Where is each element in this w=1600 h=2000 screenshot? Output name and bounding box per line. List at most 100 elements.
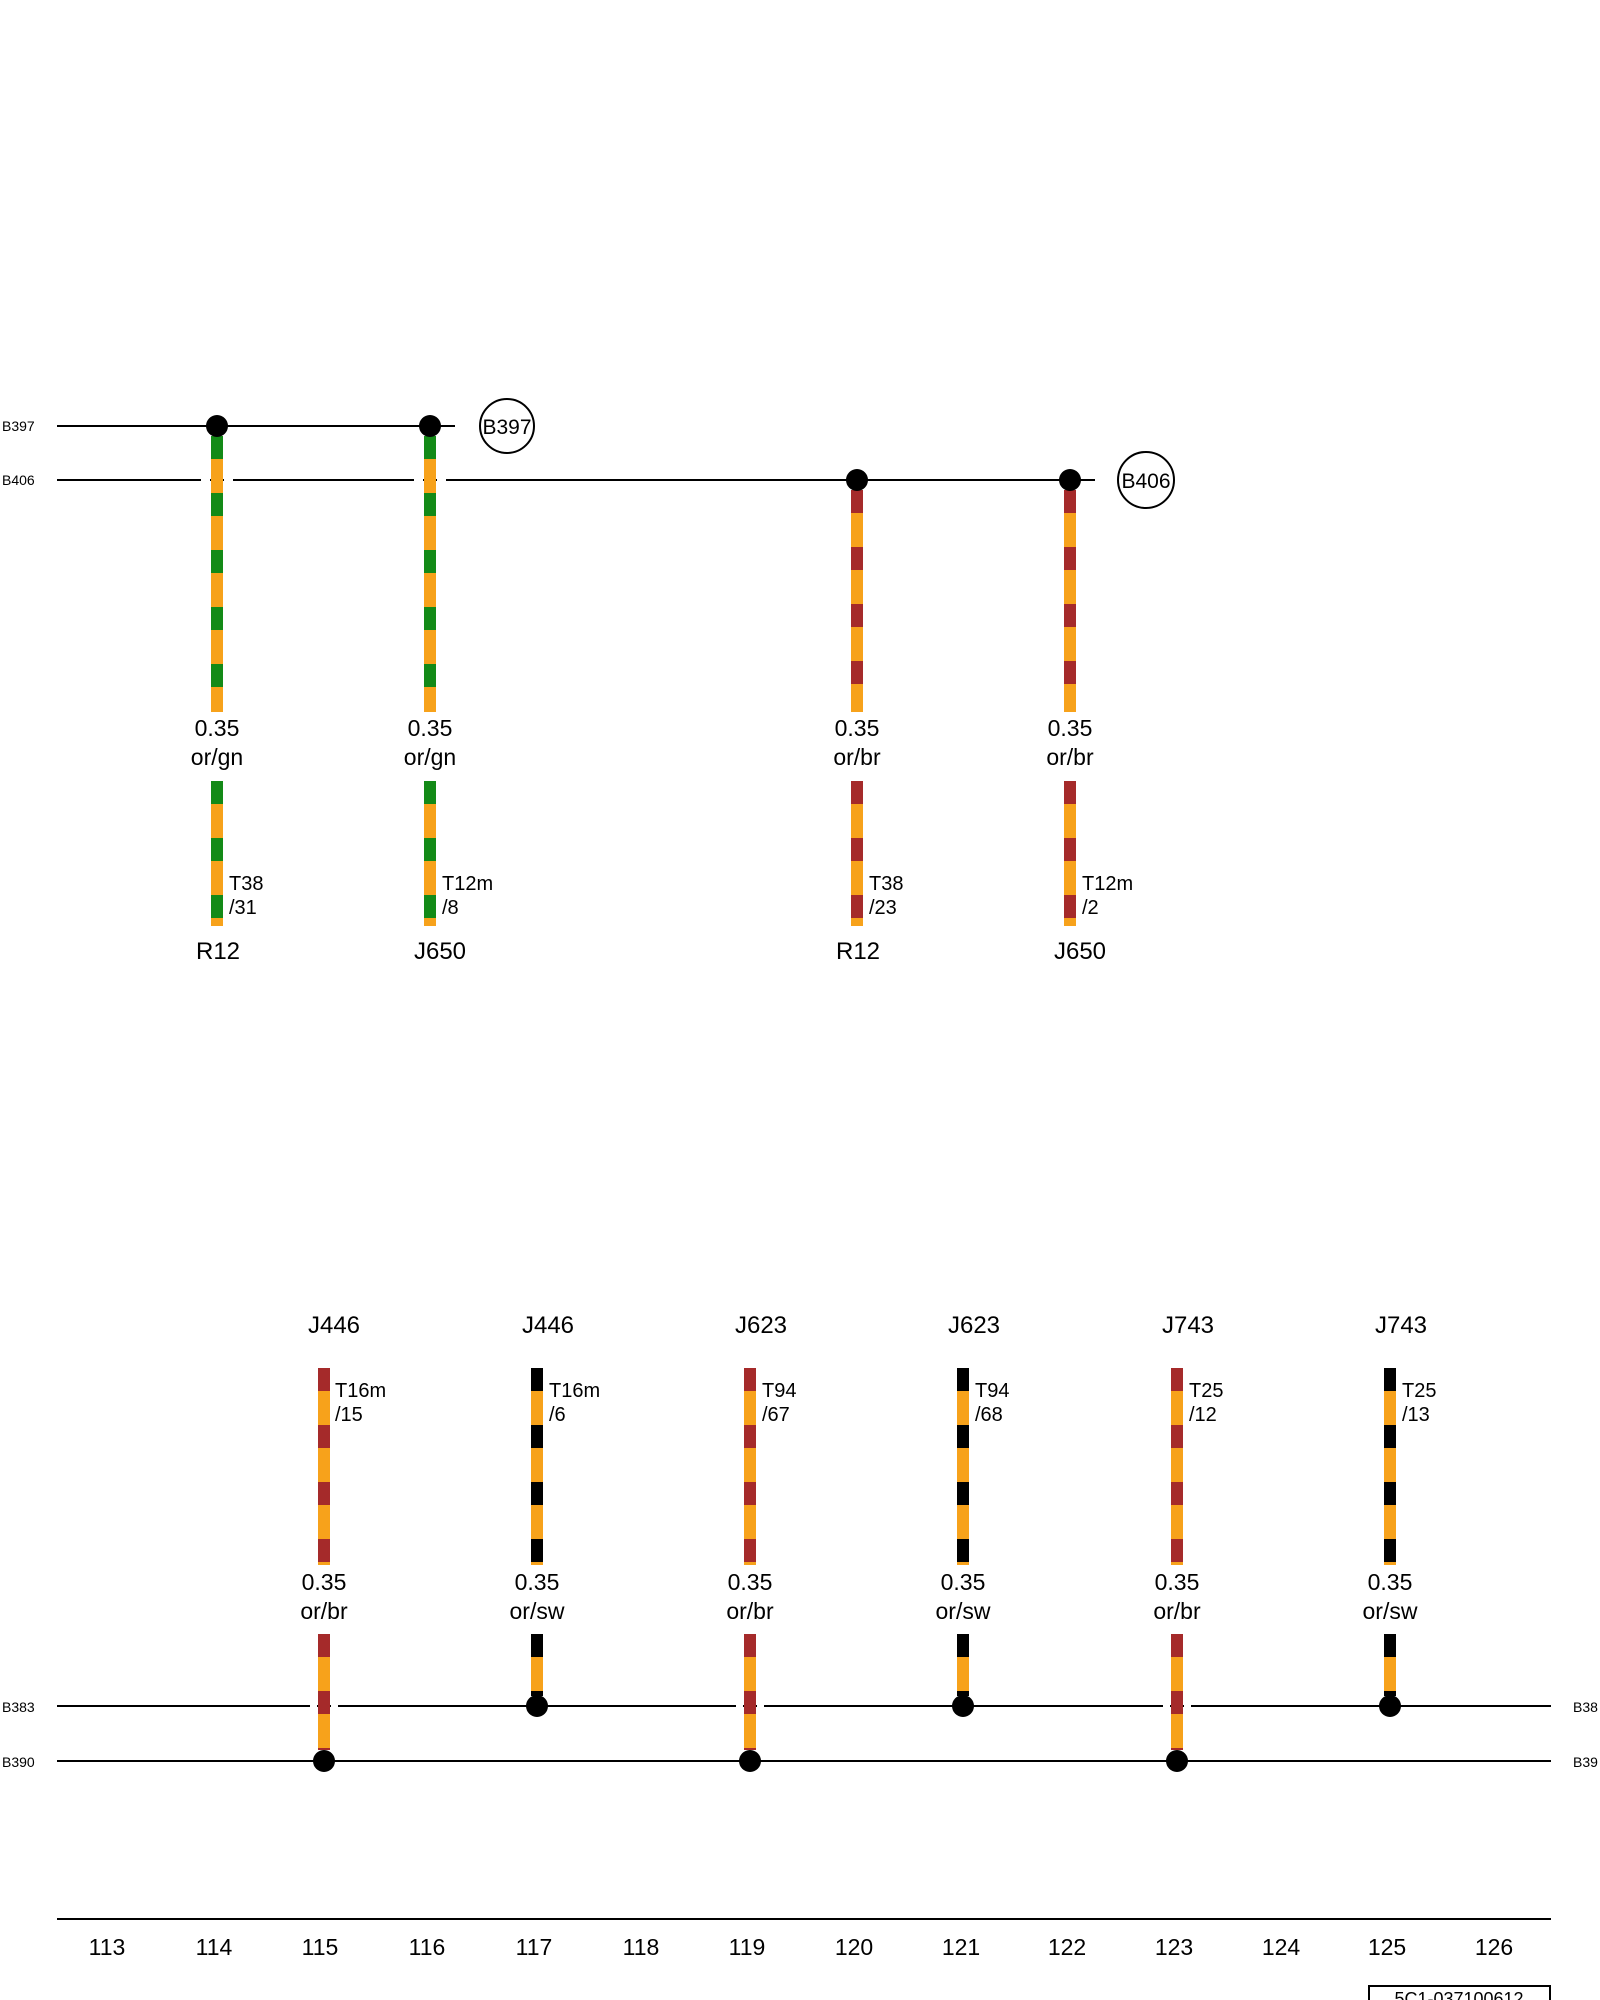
wire-r12-t38-23: 0.35 or/br T38 /23 R12	[833, 469, 903, 965]
wire-size: 0.35	[302, 1569, 347, 1595]
wire-stripe	[744, 1368, 756, 1391]
document-number-box: 5C1-037100612	[1368, 1985, 1551, 2000]
wire-stripe	[1384, 1691, 1396, 1696]
ruler-number: 121	[942, 1934, 980, 1960]
wire-size: 0.35	[408, 715, 453, 741]
bus-tag-b397: B397	[479, 398, 535, 454]
wire-segment-upper	[851, 490, 863, 712]
connector-id: T25	[1189, 1380, 1223, 1402]
wire-color: or/br	[1153, 1598, 1201, 1624]
wire-stripe	[1384, 1368, 1396, 1391]
wire-base	[1384, 1368, 1396, 1565]
wire-j446-t16m-15: J446 T16m /15 0.35 or/br	[300, 1312, 386, 1772]
connector-id: T16m	[335, 1380, 386, 1402]
wire-stripe	[424, 493, 436, 516]
connector-id: T12m	[1082, 873, 1133, 895]
wire-stripe	[851, 895, 863, 918]
wire-stripe	[211, 493, 223, 516]
component-label: R12	[196, 938, 240, 965]
wire-stripe	[1384, 1634, 1396, 1657]
wire-stripe	[1064, 490, 1076, 513]
document-number: 5C1-037100612	[1394, 1989, 1523, 2000]
component-label: J446	[308, 1312, 360, 1339]
wire-size: 0.35	[1368, 1569, 1413, 1595]
wire-stripe	[424, 838, 436, 861]
wire-stripe	[1171, 1539, 1183, 1562]
wire-stripe	[851, 661, 863, 684]
wire-segment-upper	[957, 1368, 969, 1565]
wire-stripe	[424, 664, 436, 687]
ruler-number: 117	[516, 1934, 553, 1960]
wire-stripe	[1064, 604, 1076, 627]
component-label: R12	[836, 938, 880, 965]
junction-dot	[1166, 1750, 1188, 1772]
wire-stripe	[1064, 895, 1076, 918]
wire-j743-t25-12: J743 T25 /12 0.35 or/br	[1153, 1312, 1223, 1772]
wire-stripe	[1064, 781, 1076, 804]
wire-stripe	[531, 1634, 543, 1657]
junction-dot	[206, 415, 228, 437]
bus-tag-b406-text: B406	[1121, 470, 1170, 493]
bus-label-b383-right: B38	[1573, 1699, 1598, 1715]
wire-segment-lower	[1163, 1634, 1191, 1750]
wire-stripe	[531, 1368, 543, 1391]
connector-pin: /12	[1189, 1404, 1217, 1426]
ruler-number: 123	[1155, 1934, 1193, 1960]
component-label: J743	[1375, 1312, 1427, 1339]
wire-color: or/br	[726, 1598, 774, 1624]
connector-id: T94	[762, 1380, 796, 1402]
wire-color: or/gn	[404, 744, 456, 770]
wire-stripe	[424, 607, 436, 630]
wire-segment-lower	[851, 781, 863, 926]
junction-dot	[526, 1695, 548, 1717]
connector-pin: /2	[1082, 897, 1099, 919]
bus-label-b406: B406	[2, 472, 35, 488]
connector-id: T38	[229, 873, 263, 895]
wire-stripe	[1171, 1368, 1183, 1391]
wire-stripe	[424, 436, 436, 459]
wire-base	[851, 490, 863, 712]
wire-stripe	[957, 1482, 969, 1505]
column-ruler: 113 114 115 116 117 118 119 120 121 122 …	[57, 1918, 1551, 1960]
wire-segment-upper	[424, 436, 436, 712]
component-label: J650	[1054, 938, 1106, 965]
wire-base	[1064, 490, 1076, 712]
wire-stripe	[957, 1634, 969, 1657]
connector-id: T38	[869, 873, 903, 895]
wire-color: or/br	[300, 1598, 348, 1624]
wire-segment-upper	[744, 1368, 756, 1565]
wire-stripe	[211, 781, 223, 804]
connector-pin: /15	[335, 1404, 363, 1426]
junction-dot	[952, 1695, 974, 1717]
wire-stripe	[211, 838, 223, 861]
wire-stripe	[744, 1748, 756, 1750]
wire-color: or/sw	[1363, 1598, 1418, 1624]
junction-dot	[1379, 1695, 1401, 1717]
wire-segment-lower	[736, 1634, 764, 1750]
bottom-section: B383 B390 B38 B39 J446 T16m /15 0.35 or/…	[2, 1312, 1598, 1772]
component-label: J623	[735, 1312, 787, 1339]
wire-segment-lower	[211, 781, 223, 926]
wire-stripe	[211, 895, 223, 918]
wire-color: or/sw	[510, 1598, 565, 1624]
wire-stripe	[851, 838, 863, 861]
junction-dot	[419, 415, 441, 437]
ruler-number: 115	[302, 1934, 339, 1960]
connector-id: T12m	[442, 873, 493, 895]
wire-j650-t12m-2: 0.35 or/br T12m /2 J650	[1046, 469, 1133, 965]
ruler-number: 119	[729, 1934, 766, 1960]
wire-size: 0.35	[515, 1569, 560, 1595]
wire-stripe	[1171, 1634, 1183, 1657]
wire-stripe	[1171, 1748, 1183, 1750]
ruler-number: 122	[1048, 1934, 1086, 1960]
ruler-number: 120	[835, 1934, 873, 1960]
wire-color: or/br	[833, 744, 881, 770]
component-label: J623	[948, 1312, 1000, 1339]
wire-segment-upper	[1064, 490, 1076, 712]
wire-stripe	[744, 1482, 756, 1505]
ruler-number: 113	[89, 1934, 126, 1960]
bus-tag-b397-text: B397	[482, 416, 531, 439]
connector-pin: /6	[549, 1404, 566, 1426]
wire-color: or/br	[1046, 744, 1094, 770]
connector-pin: /68	[975, 1404, 1003, 1426]
